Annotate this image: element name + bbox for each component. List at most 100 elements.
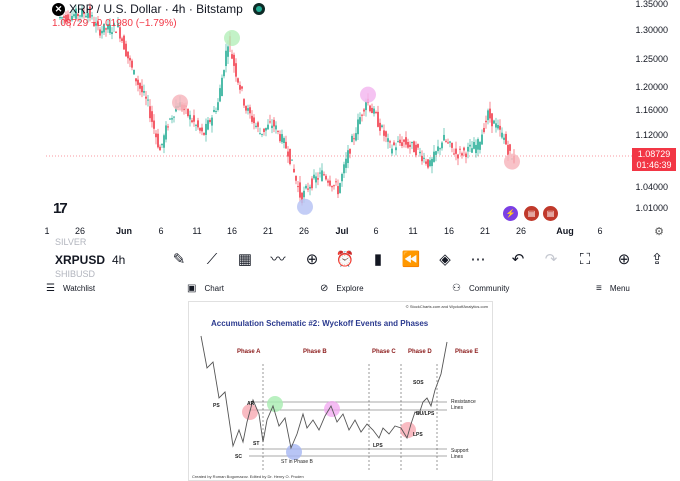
symbol-ghost-next[interactable]: SHIBUSD (55, 269, 96, 279)
fullscreen-icon[interactable]: ⛶ (579, 251, 591, 268)
candle-body (127, 51, 129, 59)
candle-body (361, 114, 363, 116)
candle-body (79, 15, 81, 17)
candle-body (455, 148, 457, 154)
symbol-selector[interactable]: XRPUSD (55, 253, 106, 267)
nav-community[interactable]: ⚇ Community (452, 283, 509, 294)
candle-body (255, 125, 257, 128)
redo-icon[interactable]: ↷ (544, 251, 558, 268)
candle-body (345, 158, 347, 168)
candle-body (363, 109, 365, 112)
symbol-header[interactable]: ✕ XRP / U.S. Dollar · 4h · Bitstamp (52, 2, 265, 16)
x-tick: 1 (44, 226, 50, 236)
candle-body (423, 157, 425, 159)
candle-body (411, 141, 413, 144)
tradingview-logo-icon[interactable]: 17 (53, 200, 68, 217)
candle-body (391, 148, 393, 154)
candles-icon[interactable]: ▮ (373, 251, 383, 268)
candle-body (431, 158, 433, 167)
share-icon[interactable]: ⇪ (650, 251, 664, 268)
phase-a-label: Phase A (237, 349, 261, 355)
candle-body (253, 117, 255, 124)
candle-body (467, 146, 469, 152)
candle-body (407, 142, 409, 148)
candle-body (305, 185, 307, 189)
candle-body (439, 148, 441, 150)
nav-chart[interactable]: ▣ Chart (187, 283, 224, 294)
candle-body (279, 134, 281, 142)
candle-body (221, 77, 223, 97)
support-lines-label: Support Lines (451, 448, 469, 460)
candle-body (119, 27, 121, 39)
layers-icon[interactable]: ◈ (439, 251, 451, 268)
candle-body (403, 139, 405, 142)
candle-body (111, 32, 113, 35)
alert-icon[interactable]: ⏰ (335, 251, 355, 268)
candle-body (409, 144, 411, 147)
chart-icon: ▣ (187, 283, 197, 294)
wyckoff-diagram (200, 335, 448, 470)
candle-body (207, 120, 209, 130)
replay-icon[interactable]: ⏪ (401, 251, 421, 268)
nav-explore[interactable]: ⊘ Explore (320, 283, 364, 294)
price-chart-canvas[interactable] (0, 0, 680, 240)
candle-body (427, 159, 429, 168)
candle-body (81, 8, 83, 17)
y-tick: 1.35000 (635, 0, 668, 9)
event-ar: AR (247, 401, 255, 407)
candle-body (315, 176, 317, 183)
candle-body (463, 147, 465, 151)
add-alert-icon[interactable]: ⊕ (617, 251, 631, 268)
candle-body (421, 155, 423, 162)
x-tick: 11 (192, 226, 202, 236)
candle-body (257, 122, 259, 127)
candle-body (415, 144, 417, 156)
candle-body (393, 142, 395, 146)
candle-body (289, 148, 291, 165)
event-us-flag-icon[interactable]: ▤ (524, 206, 539, 221)
highlight-circle (360, 86, 376, 103)
candle-body (399, 139, 401, 144)
event-lightning-icon[interactable]: ⚡ (503, 206, 518, 221)
nav-menu[interactable]: ≡ Menu (596, 283, 630, 294)
pencil-icon[interactable]: ✎ (172, 251, 186, 268)
nav-watchlist[interactable]: ☰ Watchlist (46, 283, 95, 294)
candle-body (473, 141, 475, 149)
candle-body (335, 181, 337, 183)
undo-icon[interactable]: ↶ (511, 251, 525, 268)
candle-body (235, 63, 237, 77)
candle-body (479, 142, 481, 150)
interval-selector[interactable]: 4h (112, 253, 126, 267)
more-icon[interactable]: ⋯ (470, 251, 486, 268)
candle-body (405, 137, 407, 145)
x-tick: 21 (262, 226, 274, 236)
candle-body (77, 13, 79, 17)
candle-body (343, 164, 345, 174)
candle-body (223, 70, 225, 77)
candle-body (355, 133, 357, 141)
candle-body (131, 60, 133, 68)
layout-icon[interactable]: ▦ (237, 251, 253, 268)
candle-body (243, 99, 245, 106)
candle-body (109, 24, 111, 34)
indicators-icon[interactable]: ⟋ (206, 251, 218, 268)
y-tick: 1.12000 (635, 130, 668, 140)
symbol-ghost-prev[interactable]: SILVER (55, 237, 87, 247)
candle-body (155, 133, 157, 138)
candle-body (401, 142, 403, 146)
add-icon[interactable]: ⊕ (305, 251, 319, 268)
price-chart[interactable]: ✕ XRP / U.S. Dollar · 4h · Bitstamp 1.08… (0, 0, 680, 240)
nav-watchlist-label: Watchlist (62, 284, 96, 293)
candle-body (507, 144, 509, 156)
candle-body (249, 107, 251, 114)
candle-body (203, 132, 205, 135)
candle-body (447, 142, 449, 144)
settings-gear-icon[interactable]: ⚙ (654, 226, 664, 238)
candle-body (83, 12, 85, 15)
candle-body (225, 50, 227, 67)
candle-body (145, 96, 147, 99)
compare-icon[interactable]: 〰 (270, 251, 286, 268)
event-us-flag-icon[interactable]: ▤ (543, 206, 558, 221)
candle-body (189, 114, 191, 120)
x-tick: Jul (335, 226, 349, 236)
